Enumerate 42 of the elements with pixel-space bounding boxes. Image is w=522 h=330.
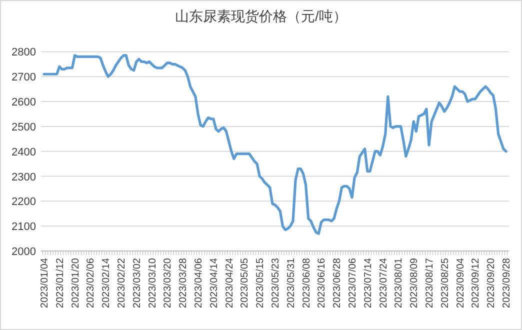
x-tick-label: 2023/01/20 <box>70 258 82 308</box>
y-tick-label: 2300 <box>12 171 36 184</box>
x-tick-label: 2023/09/28 <box>502 258 512 308</box>
y-tick-label: 2800 <box>12 46 36 59</box>
x-tick-label: 2023/05/23 <box>270 258 282 308</box>
x-tick-label: 2023/05/15 <box>255 258 266 308</box>
x-tick-label: 2023/03/20 <box>162 258 174 308</box>
chart-title: 山东尿素现货价格（元/吨） <box>175 8 347 24</box>
line-series <box>42 54 508 235</box>
x-tick-label: 2023/05/31 <box>286 258 297 308</box>
x-tick-label: 2023/09/20 <box>486 258 498 308</box>
x-tick-label: 2023/04/06 <box>194 258 204 308</box>
x-tick-label: 2023/09/04 <box>455 258 466 308</box>
y-tick-label: 2700 <box>12 72 36 84</box>
x-tick-label: 2023/08/17 <box>424 258 436 308</box>
y-tick-label: 2600 <box>12 96 36 109</box>
x-tick-label: 2023/07/14 <box>362 258 374 308</box>
x-tick-label: 2023/09/12 <box>470 258 482 308</box>
x-tick-label: 2023/01/12 <box>54 258 66 308</box>
x-tick-label: 2023/04/14 <box>208 258 220 308</box>
x-tick-label: 2023/08/01 <box>394 258 405 308</box>
x-tick-label: 2023/04/24 <box>224 258 236 308</box>
x-tick-label: 2023/06/28 <box>332 258 344 308</box>
x-tick-label: 2023/01/04 <box>40 258 50 308</box>
y-tick-label: 2400 <box>12 146 36 158</box>
y-tick-label: 2200 <box>12 196 36 208</box>
x-tick-label: 2023/02/06 <box>86 258 97 308</box>
x-tick-label: 2023/03/10 <box>147 258 158 308</box>
x-tick-label: 2023/07/06 <box>348 258 358 308</box>
x-tick-label: 2023/08/25 <box>440 258 451 308</box>
y-tick-label: 2000 <box>12 246 36 258</box>
x-tick-label: 2023/02/14 <box>101 258 112 308</box>
y-tick-label: 2500 <box>12 121 36 134</box>
x-tick-label: 2023/05/05 <box>240 258 251 308</box>
x-tick-label: 2023/02/22 <box>116 258 128 308</box>
x-tick-label: 2023/08/09 <box>409 258 420 308</box>
x-tick-label: 2023/06/08 <box>301 258 312 308</box>
x-tick-label: 2023/03/02 <box>132 258 143 308</box>
x-tick-label: 2023/03/28 <box>178 258 190 308</box>
x-tick-label: 2023/06/16 <box>316 258 328 308</box>
y-tick-label: 2100 <box>12 221 36 234</box>
x-tick-label: 2023/07/24 <box>378 258 390 308</box>
